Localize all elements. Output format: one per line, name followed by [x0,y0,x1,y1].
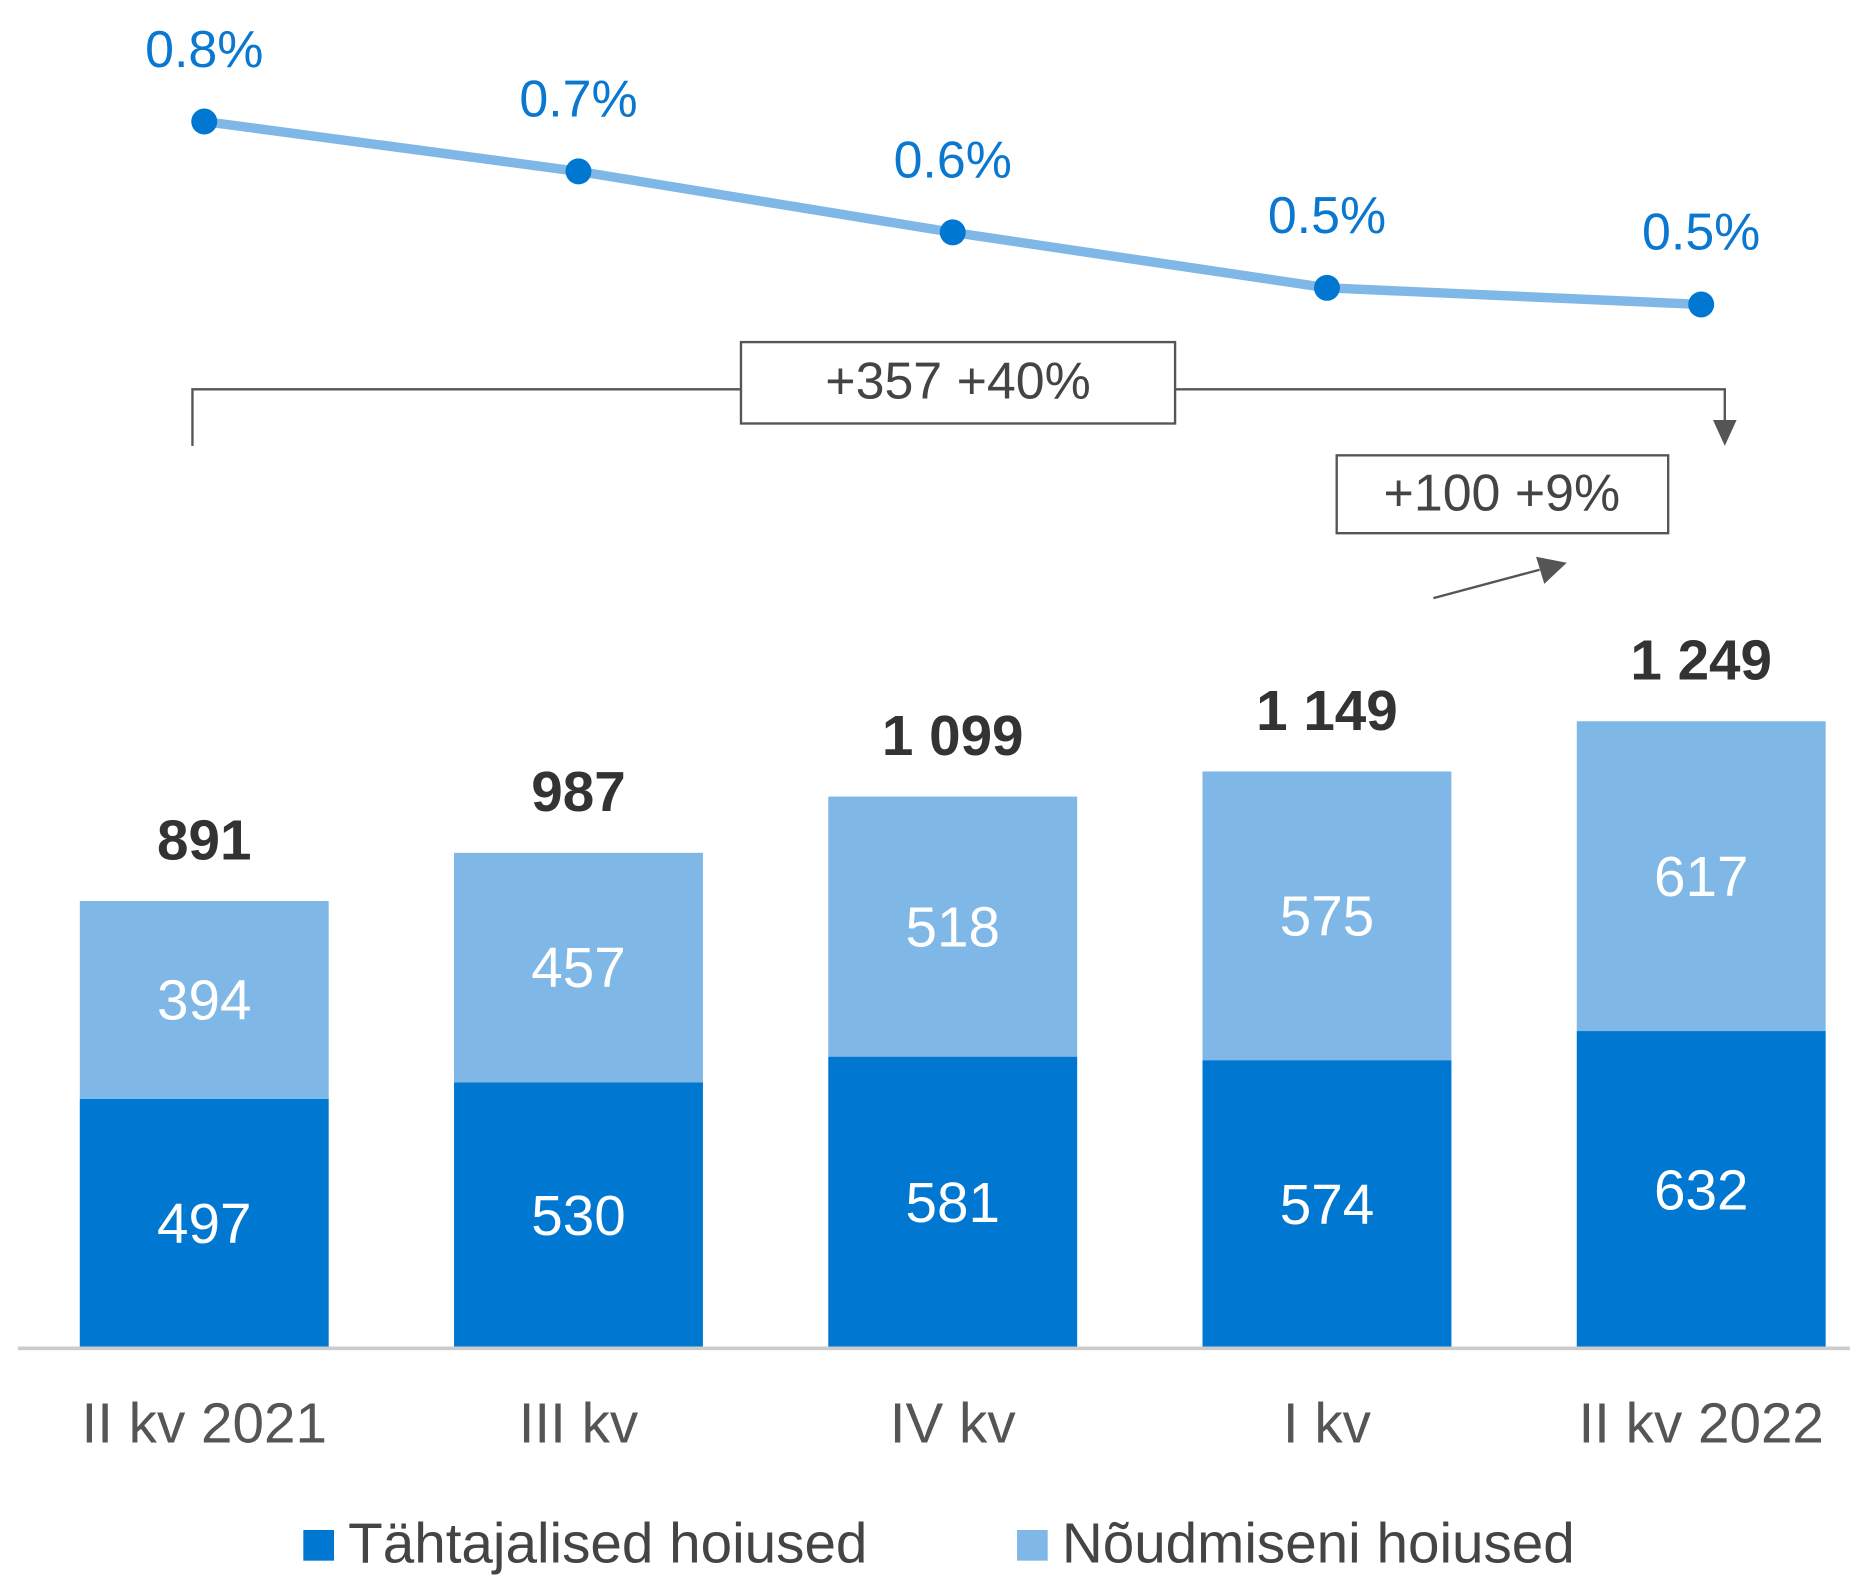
rate-label: 0.5% [1268,186,1386,244]
annotation-box [739,340,1177,425]
segment-label: 497 [157,1192,251,1255]
rate-marker [939,219,966,246]
annotation: +357 +40% [825,351,1090,409]
segment-label: 574 [1280,1173,1374,1236]
rate-marker [191,108,218,135]
rate-marker [1688,291,1715,318]
rate-marker [565,158,592,185]
x-tick-label: IV kv [890,1391,1017,1454]
rate-label: 0.5% [1642,203,1760,261]
legend-label: Tähtajalised hoiused [348,1512,867,1575]
rate-marker [1313,274,1340,301]
x-tick-label: II kv 2021 [82,1391,327,1454]
segment-label: 457 [531,936,625,999]
bar-segment [828,796,1078,1057]
rate-label: 0.6% [894,131,1012,189]
bar-segment [454,1082,703,1349]
bar-segment [1202,771,1452,1061]
bar-segment [828,1056,1078,1349]
bar-segment [1202,1060,1452,1349]
bracket [191,388,1726,446]
segment-label: 617 [1654,845,1748,908]
segment-label: 518 [905,895,999,958]
x-tick-label: I kv [1283,1391,1372,1454]
arrow-head [1713,419,1737,446]
segment-label: 394 [157,969,251,1032]
x-tick-label: II kv 2022 [1578,1391,1823,1454]
total-label: 1 149 [1256,679,1398,742]
segment-label: 581 [905,1171,999,1234]
legend-swatch [1017,1529,1048,1561]
rate-label: 0.8% [145,20,263,78]
rate-label: 0.7% [519,70,637,128]
total-label: 987 [531,760,625,823]
segment-label: 575 [1280,884,1374,947]
segment-label: 530 [531,1184,625,1247]
x-tick-label: III kv [519,1391,639,1454]
total-label: 1 249 [1630,629,1772,692]
bar-segment [79,900,329,1099]
bar-segment [1576,1031,1826,1349]
arrow [1433,568,1540,600]
bar-segment [454,852,703,1083]
annotation-box [1335,454,1670,535]
legend-swatch [303,1529,334,1561]
legend-label: Nõudmiseni hoiused [1062,1512,1575,1575]
arrow-head [1536,556,1567,584]
segment-label: 632 [1654,1158,1748,1221]
bar-segment [79,1098,329,1349]
annotation: +100 +9% [1384,463,1621,521]
total-label: 891 [157,808,251,871]
bar-segment [1576,721,1826,1032]
total-label: 1 099 [882,704,1024,767]
